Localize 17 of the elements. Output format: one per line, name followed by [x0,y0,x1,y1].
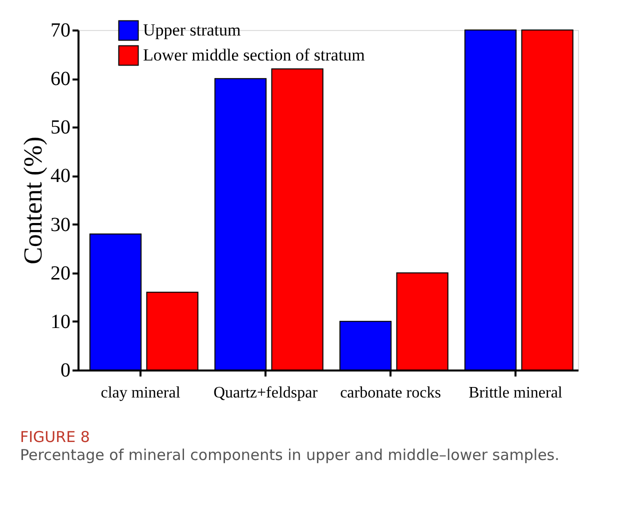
caption: FIGURE 8 [20,428,90,446]
x-tick-label: Quartz+feldspar [213,384,318,402]
y-tick-label: 50 [50,116,70,139]
x-tick-label: carbonate rocks [340,384,441,402]
y-tick-label: 20 [50,262,70,284]
legend-label: Upper stratum [143,20,241,40]
y-tick-label: 60 [50,68,70,90]
y-tick-label: 10 [50,310,70,333]
y-axis-title: Content (%) [18,136,48,264]
legend-label: Lower middle section of stratum [143,46,365,64]
y-tick-label: 0 [60,360,70,382]
x-tick-label: Brittle mineral [468,384,563,402]
y-tick-label: 70 [50,20,70,42]
y-tick-label: 40 [50,165,70,188]
y-tick-label: 30 [50,214,70,236]
x-tick-label: clay mineral [100,384,181,402]
text: Percentage of mineral components in upper and middle–lower samples. [20,446,560,464]
